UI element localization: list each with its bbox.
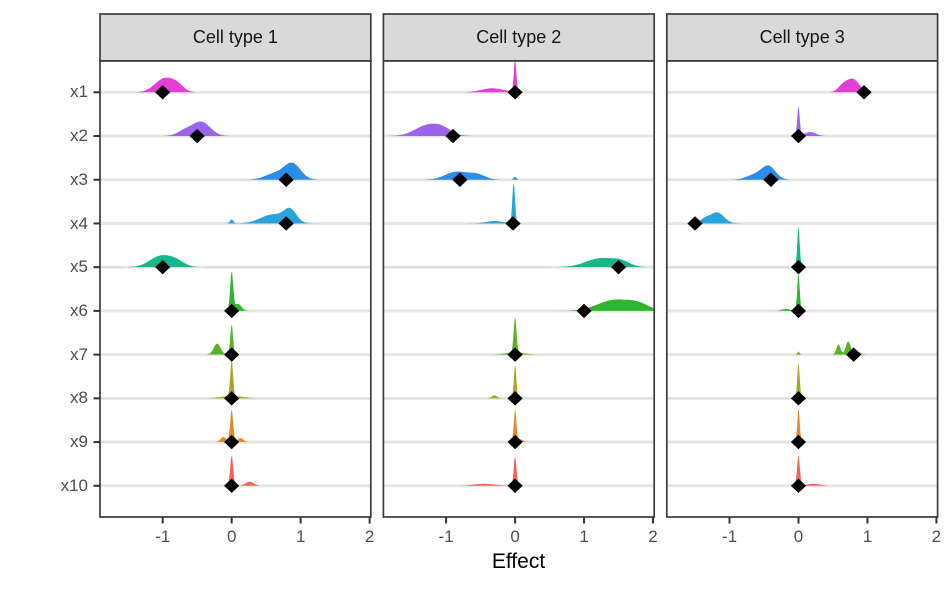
- point-estimate-marker: [763, 172, 779, 187]
- x-tick-label: 0: [510, 527, 520, 546]
- facet-strip-label: Cell type 2: [476, 27, 562, 47]
- point-estimate-marker: [224, 347, 240, 362]
- point-estimate-marker: [452, 172, 468, 187]
- facet-strip-label: Cell type 3: [759, 27, 845, 47]
- x-tick-label: 1: [579, 527, 589, 546]
- density-ridge: [100, 77, 371, 93]
- y-axis-label: x6: [70, 300, 88, 320]
- density-ridge: [100, 162, 371, 180]
- density-ridge: [383, 171, 655, 180]
- point-estimate-marker: [224, 303, 240, 319]
- point-estimate-marker: [507, 391, 523, 406]
- point-estimate-marker: [507, 478, 523, 493]
- point-estimate-marker: [790, 303, 807, 319]
- point-estimate-marker: [224, 478, 240, 493]
- x-tick-label: -1: [155, 527, 171, 546]
- panel-background: [666, 61, 938, 517]
- x-tick-label: 0: [226, 527, 237, 546]
- facet-strip: [665, 13, 939, 62]
- point-estimate-marker: [278, 172, 294, 187]
- point-estimate-marker: [224, 391, 240, 406]
- y-axis-label: x1: [70, 82, 88, 102]
- point-estimate-marker: [278, 216, 294, 231]
- x-tick-label: 1: [862, 527, 873, 546]
- panel-border: [382, 60, 656, 518]
- point-estimate-marker: [790, 391, 807, 406]
- y-axis-label: x2: [70, 126, 88, 145]
- point-estimate-marker: [790, 259, 807, 275]
- point-estimate-marker: [790, 478, 807, 493]
- x-tick-label: 0: [793, 527, 804, 546]
- x-axis-title: Effect: [491, 550, 546, 573]
- point-estimate-marker: [790, 434, 807, 450]
- y-axis-label: x9: [70, 432, 88, 452]
- y-axis-label: x4: [70, 213, 88, 233]
- facet-strip-label: Cell type 1: [192, 27, 278, 47]
- density-ridge: [383, 257, 655, 268]
- y-axis-label: x5: [70, 257, 88, 277]
- point-estimate-marker: [610, 259, 627, 275]
- point-estimate-marker: [687, 216, 703, 231]
- point-estimate-marker: [155, 85, 171, 100]
- point-estimate-marker: [846, 347, 862, 362]
- y-axis-label: x10: [60, 475, 88, 495]
- point-estimate-marker: [856, 85, 872, 100]
- x-tick-label: -1: [438, 527, 454, 546]
- y-axis-label: x7: [70, 344, 88, 364]
- x-tick-label: 2: [931, 527, 942, 546]
- point-estimate-marker: [155, 259, 171, 275]
- point-estimate-marker: [507, 85, 523, 100]
- facet-strip: [382, 13, 656, 62]
- point-estimate-marker: [790, 128, 807, 144]
- y-axis-label: x8: [70, 388, 88, 408]
- point-estimate-marker: [445, 128, 461, 144]
- x-tick-label: 1: [295, 527, 306, 546]
- point-estimate-marker: [505, 216, 521, 231]
- point-estimate-marker: [576, 303, 592, 319]
- point-estimate-marker: [224, 434, 240, 450]
- panel-border: [99, 60, 372, 518]
- facet-strip: [99, 13, 372, 62]
- x-tick-label: -1: [721, 527, 738, 546]
- point-estimate-marker: [189, 128, 205, 144]
- panel-background: [100, 61, 371, 517]
- density-ridge: [666, 212, 938, 224]
- point-estimate-marker: [507, 434, 523, 450]
- x-tick-label: 2: [364, 527, 375, 546]
- density-ridge: [100, 255, 371, 268]
- density-ridge: [383, 299, 655, 311]
- y-axis-label: x3: [70, 169, 88, 189]
- panel-border: [665, 60, 939, 518]
- point-estimate-marker: [507, 347, 523, 362]
- x-tick-label: 2: [648, 527, 658, 546]
